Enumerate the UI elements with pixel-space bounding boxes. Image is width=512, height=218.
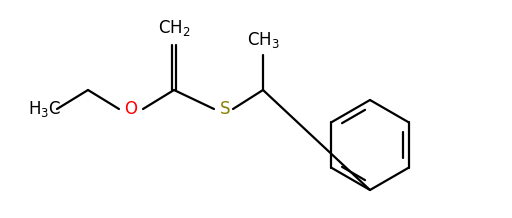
Text: S: S <box>220 100 230 118</box>
Text: CH$_2$: CH$_2$ <box>158 18 190 38</box>
Text: H$_3$C: H$_3$C <box>28 99 61 119</box>
Text: CH$_3$: CH$_3$ <box>247 30 280 50</box>
Text: O: O <box>124 100 138 118</box>
